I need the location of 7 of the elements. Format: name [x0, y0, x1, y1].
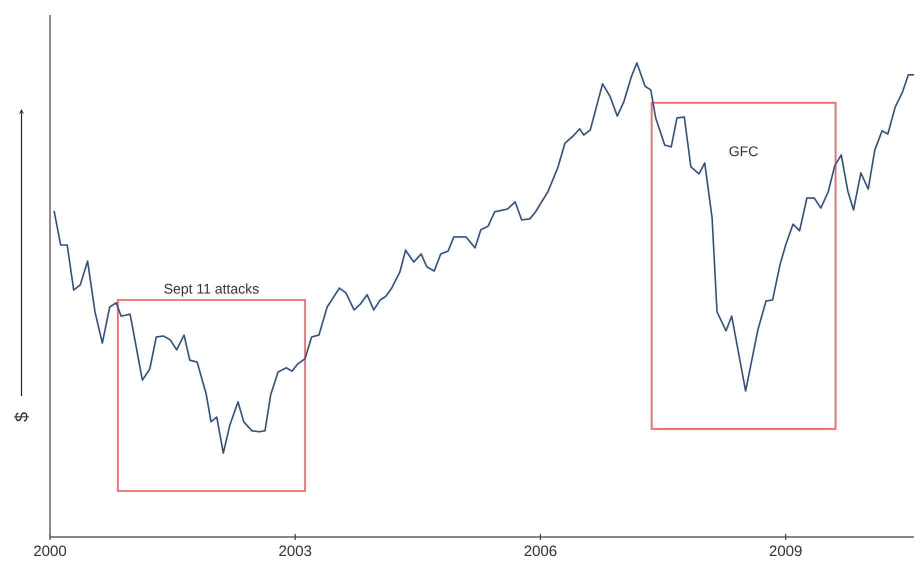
- x-tick-label: 2000: [34, 546, 66, 556]
- x-tick-label: 2009: [770, 546, 802, 556]
- x-tick-label: 2003: [279, 546, 312, 556]
- x-tick-label: 2006: [524, 546, 556, 556]
- band-label: GFC: [730, 146, 758, 156]
- band-label: Sept 11 attacks: [164, 283, 259, 296]
- y-axis-title: $: [14, 412, 29, 422]
